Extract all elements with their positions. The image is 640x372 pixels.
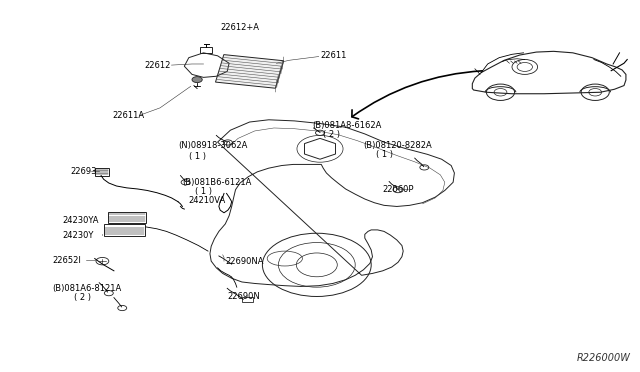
Text: 22612: 22612 xyxy=(144,61,170,70)
Text: R226000W: R226000W xyxy=(577,353,630,363)
Text: 22690NA: 22690NA xyxy=(225,257,264,266)
Text: 22060P: 22060P xyxy=(383,185,414,194)
Text: (B)081B6-6121A: (B)081B6-6121A xyxy=(182,178,252,187)
Text: 22693: 22693 xyxy=(70,167,97,176)
Circle shape xyxy=(192,77,202,83)
Text: 24230YA: 24230YA xyxy=(63,216,99,225)
Text: 24210VA: 24210VA xyxy=(189,196,226,205)
Text: (B)081A6-8121A: (B)081A6-8121A xyxy=(52,284,122,293)
Text: 22611: 22611 xyxy=(320,51,346,60)
Text: 22612+A: 22612+A xyxy=(221,23,260,32)
Text: (B)081A8-6162A: (B)081A8-6162A xyxy=(312,121,381,130)
Text: 22652I: 22652I xyxy=(52,256,81,265)
Text: ( 2 ): ( 2 ) xyxy=(323,130,340,139)
Text: 22611A: 22611A xyxy=(112,111,144,120)
Text: ( 2 ): ( 2 ) xyxy=(74,293,91,302)
Polygon shape xyxy=(216,55,284,88)
Text: (B)08120-8282A: (B)08120-8282A xyxy=(364,141,432,150)
Text: ( 1 ): ( 1 ) xyxy=(195,187,212,196)
Text: (N)08918-3062A: (N)08918-3062A xyxy=(178,141,247,150)
Text: ( 1 ): ( 1 ) xyxy=(189,152,206,161)
Text: 24230Y: 24230Y xyxy=(63,231,94,240)
Text: 22690N: 22690N xyxy=(227,292,260,301)
Text: ( 1 ): ( 1 ) xyxy=(376,150,394,159)
